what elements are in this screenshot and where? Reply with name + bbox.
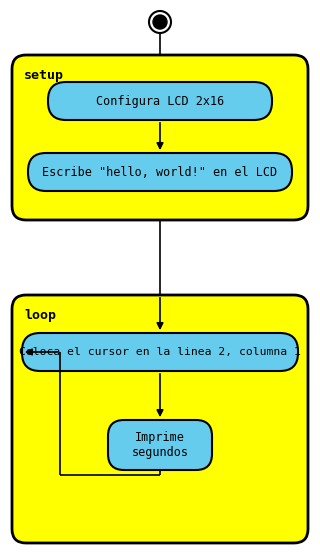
FancyBboxPatch shape [108,420,212,470]
Text: setup: setup [24,69,64,81]
FancyBboxPatch shape [48,82,272,120]
Circle shape [149,11,171,33]
FancyBboxPatch shape [12,55,308,220]
FancyBboxPatch shape [22,333,298,371]
FancyBboxPatch shape [12,295,308,543]
FancyBboxPatch shape [28,153,292,191]
Circle shape [153,15,167,29]
Text: loop: loop [24,309,56,321]
Text: Imprime
segundos: Imprime segundos [132,431,188,459]
Text: Configura LCD 2x16: Configura LCD 2x16 [96,95,224,107]
Text: Coloca el cursor en la linea 2, columna 1: Coloca el cursor en la linea 2, columna … [19,347,301,357]
Text: Escribe "hello, world!" en el LCD: Escribe "hello, world!" en el LCD [43,166,277,178]
